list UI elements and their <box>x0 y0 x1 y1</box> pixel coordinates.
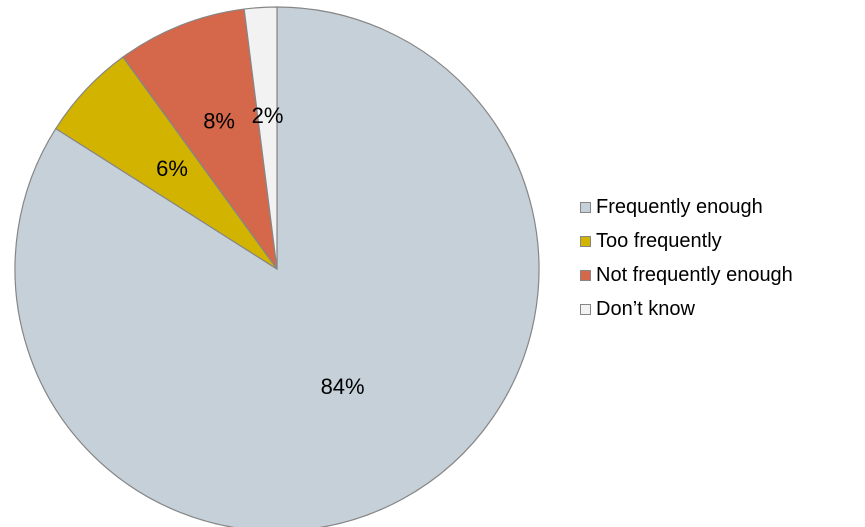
legend-label-dont-know: Don’t know <box>596 297 695 320</box>
legend-label-not-frequently-enough: Not frequently enough <box>596 263 793 286</box>
data-label-not-frequently-enough: 8% <box>203 109 235 134</box>
legend-item-too-frequently: Too frequently <box>580 224 793 258</box>
data-label-too-frequently: 6% <box>156 156 188 181</box>
pie-slice-frequently-enough <box>14 6 540 527</box>
legend-swatch-too-frequently <box>580 235 591 247</box>
pie-slice-dont-know <box>243 6 278 270</box>
legend-item-not-frequently-enough: Not frequently enough <box>580 258 793 292</box>
pie-slices <box>14 6 540 527</box>
legend-item-frequently-enough: Frequently enough <box>580 190 793 224</box>
data-label-dont-know: 2% <box>252 103 284 128</box>
data-label-frequently-enough: 84% <box>321 374 365 399</box>
legend-item-dont-know: Don’t know <box>580 292 793 326</box>
legend-swatch-not-frequently-enough <box>580 269 591 281</box>
legend: Frequently enough Too frequently Not fre… <box>580 190 793 326</box>
pie-slice-not-frequently-enough <box>122 8 278 270</box>
legend-label-too-frequently: Too frequently <box>596 229 722 252</box>
legend-swatch-frequently-enough <box>580 201 591 213</box>
legend-swatch-dont-know <box>580 303 591 315</box>
pie-data-labels: 84% 6% 8% 2% <box>156 103 365 399</box>
legend-label-frequently-enough: Frequently enough <box>596 195 763 218</box>
